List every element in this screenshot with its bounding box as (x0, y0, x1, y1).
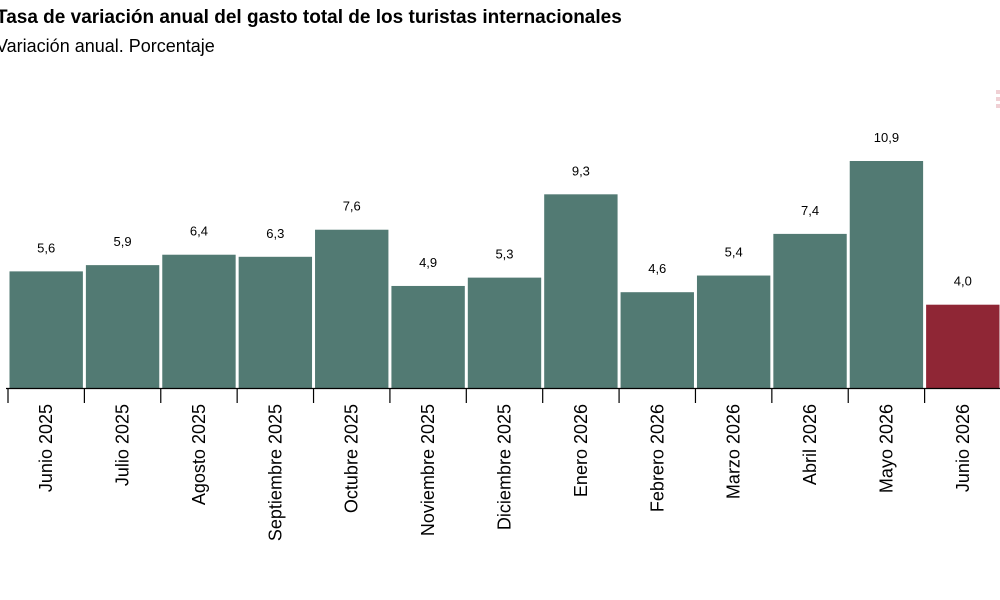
value-label: 6,4 (190, 224, 208, 239)
bar-junio-2025 (9, 271, 83, 388)
x-tick-label: Febrero 2026 (647, 404, 667, 512)
x-tick-label: Marzo 2026 (724, 404, 744, 499)
value-label: 7,4 (801, 203, 819, 218)
value-label: 5,3 (495, 247, 513, 262)
value-label: 7,6 (343, 199, 361, 214)
bar-diciembre-2025 (467, 277, 542, 388)
x-tick-label: Diciembre 2025 (495, 404, 515, 530)
value-label: 4,9 (419, 255, 437, 270)
vertical-dots-icon[interactable] (996, 90, 1000, 110)
x-tick-label: Enero 2026 (571, 404, 591, 497)
x-axis (6, 387, 1000, 403)
bars-layer (9, 161, 1000, 388)
bar-febrero-2026 (620, 292, 694, 388)
value-label: 10,9 (874, 130, 899, 145)
bar-marzo-2026 (696, 275, 771, 388)
value-label: 6,3 (266, 226, 284, 241)
chart-subtitle: Variación anual. Porcentaje (0, 36, 215, 56)
value-label: 5,9 (114, 234, 132, 249)
bar-julio-2025 (85, 265, 160, 388)
bar-junio-2026 (926, 304, 1000, 388)
bar-septiembre-2025 (238, 256, 313, 388)
dot (996, 104, 1000, 108)
value-label: 9,3 (572, 163, 590, 178)
bar-noviembre-2025 (391, 285, 465, 388)
x-tick-label: Junio 2025 (36, 404, 56, 492)
x-tick-labels: Junio 2025 Julio 2025 Agosto 2025 Septiembr… (36, 404, 973, 541)
bar-enero-2026 (544, 194, 618, 388)
value-labels-layer: 5,6 5,9 6,4 6,3 7,6 4,9 5,3 9,3 4,6 5,4 7,4 10,9 4,0 (37, 130, 972, 289)
x-tick-label: Junio 2026 (953, 404, 973, 492)
value-label: 4,6 (648, 261, 666, 276)
x-tick-label: Abril 2026 (800, 404, 820, 485)
value-label: 5,6 (37, 240, 55, 255)
x-tick-label: Octubre 2025 (342, 404, 362, 513)
dot (996, 90, 1000, 94)
x-tick-label: Mayo 2026 (876, 404, 896, 493)
dot (996, 97, 1000, 101)
bar-mayo-2026 (849, 161, 924, 388)
x-tick-label: Julio 2025 (113, 404, 133, 486)
x-tick-label: Noviembre 2025 (418, 404, 438, 536)
value-label: 4,0 (954, 274, 972, 289)
chart-title: Tasa de variación anual del gasto total … (0, 7, 622, 28)
x-tick-label: Agosto 2025 (189, 404, 209, 505)
bar-abril-2026 (773, 233, 847, 388)
bar-agosto-2025 (162, 254, 236, 388)
x-tick-label: Septiembre 2025 (265, 404, 285, 541)
bar-octubre-2025 (315, 229, 389, 388)
value-label: 5,4 (725, 245, 743, 260)
